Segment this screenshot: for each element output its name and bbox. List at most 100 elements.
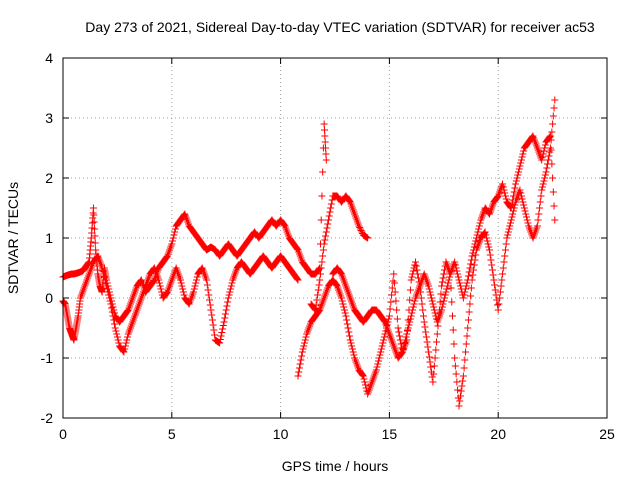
data-point xyxy=(514,171,522,179)
data-point xyxy=(495,300,503,308)
data-point xyxy=(150,277,158,285)
data-point xyxy=(412,262,420,270)
data-point xyxy=(343,316,351,324)
grid xyxy=(62,57,608,419)
data-point xyxy=(488,266,496,274)
data-point xyxy=(536,198,544,206)
data-point xyxy=(349,348,357,356)
data-point xyxy=(395,328,403,336)
data-point xyxy=(208,311,216,319)
data-point xyxy=(459,294,467,302)
data-point xyxy=(541,171,549,179)
data-point xyxy=(515,168,523,176)
data-point xyxy=(521,207,529,215)
data-point xyxy=(538,186,546,194)
data-point xyxy=(324,216,332,224)
data-point xyxy=(386,305,394,313)
data-point xyxy=(440,270,448,278)
data-point xyxy=(226,288,234,296)
data-point xyxy=(106,297,114,305)
data-point xyxy=(465,308,473,316)
data-point xyxy=(454,273,462,281)
data-point xyxy=(491,281,499,289)
data-point xyxy=(224,298,232,306)
data-point xyxy=(326,208,334,216)
y-tick-label: 2 xyxy=(45,170,53,186)
data-point xyxy=(522,210,530,218)
data-point xyxy=(474,228,482,236)
data-point xyxy=(398,349,406,357)
data-point xyxy=(467,256,475,264)
data-point xyxy=(451,261,459,269)
data-point xyxy=(102,279,110,287)
data-point xyxy=(499,270,507,278)
data-point xyxy=(524,219,532,227)
data-point xyxy=(440,297,448,305)
data-point xyxy=(347,339,355,347)
data-point xyxy=(452,370,460,378)
data-point xyxy=(359,372,367,380)
data-point xyxy=(468,252,476,260)
data-point xyxy=(500,186,508,194)
data-point xyxy=(177,279,185,287)
data-point xyxy=(499,180,507,188)
data-point xyxy=(396,332,404,340)
data-point xyxy=(124,333,132,341)
data-point xyxy=(108,304,116,312)
data-point xyxy=(483,234,491,242)
data-point xyxy=(551,216,559,224)
data-point xyxy=(216,336,224,343)
data-point xyxy=(483,237,491,245)
data-point xyxy=(497,282,505,290)
data-point xyxy=(414,270,422,278)
data-point xyxy=(293,245,301,253)
data-point xyxy=(207,306,215,314)
data-point xyxy=(455,402,463,410)
data-point xyxy=(391,288,399,296)
y-tick-label: 3 xyxy=(45,110,53,126)
data-point xyxy=(376,351,384,359)
data-point xyxy=(409,303,417,311)
data-point xyxy=(388,284,396,292)
data-point xyxy=(427,291,435,299)
plot-frame xyxy=(62,57,608,419)
data-point xyxy=(517,189,525,197)
data-point xyxy=(419,306,427,314)
data-point xyxy=(318,258,326,266)
data-point xyxy=(431,309,439,317)
data-point xyxy=(314,286,322,294)
data-point xyxy=(520,204,528,212)
data-point xyxy=(220,318,228,326)
data-point xyxy=(542,168,550,176)
data-point xyxy=(410,300,418,308)
data-point xyxy=(98,264,106,272)
data-point xyxy=(406,315,414,323)
data-point xyxy=(392,297,400,305)
data-point xyxy=(462,340,470,348)
data-point xyxy=(441,291,449,299)
data-point xyxy=(393,315,401,323)
series-track-c xyxy=(294,96,559,410)
data-point xyxy=(324,220,332,228)
data-point xyxy=(400,342,408,350)
data-point xyxy=(393,306,401,314)
data-point xyxy=(216,339,224,347)
y-tick-label: -2 xyxy=(41,410,54,426)
data-point xyxy=(171,228,179,236)
data-point xyxy=(472,237,480,245)
data-point xyxy=(447,284,455,292)
data-point xyxy=(407,312,415,320)
data-point xyxy=(301,336,309,344)
data-point xyxy=(280,221,288,229)
data-point xyxy=(359,371,367,379)
data-point xyxy=(422,328,430,336)
data-point xyxy=(300,342,308,350)
data-point xyxy=(512,177,520,185)
data-point xyxy=(513,174,521,182)
data-point xyxy=(441,294,449,302)
series-track-e xyxy=(329,132,559,362)
data-point xyxy=(544,156,552,164)
data-point xyxy=(425,353,433,361)
data-point xyxy=(190,285,198,293)
data-point xyxy=(321,132,329,140)
